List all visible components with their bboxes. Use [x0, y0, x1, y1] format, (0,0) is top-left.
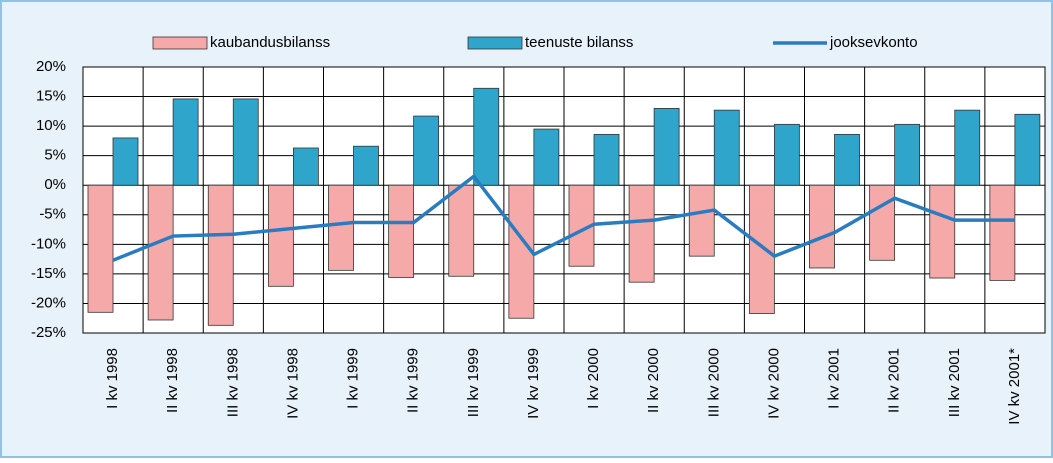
line-series — [112, 173, 1015, 262]
bar — [593, 133, 620, 186]
bar — [87, 184, 114, 313]
x-tick-label: II kv 2001 — [886, 348, 903, 413]
y-tick-label: 0% — [44, 176, 66, 193]
bar — [773, 123, 800, 186]
x-tick-label: I kv 1998 — [104, 348, 121, 409]
x-tick-label: I kv 2001 — [826, 348, 843, 409]
bar — [448, 184, 475, 277]
y-tick-label: -15% — [31, 265, 66, 282]
x-tick-label: I kv 2000 — [585, 348, 602, 409]
legend-label: teenuste bilanss — [525, 34, 633, 51]
bar — [628, 184, 655, 283]
bar — [869, 184, 896, 261]
y-tick-label: -10% — [31, 235, 66, 252]
legend-label: jooksevkonto — [829, 34, 918, 51]
bar — [568, 184, 595, 267]
bar — [328, 184, 354, 271]
x-tick-label: IV kv 2001* — [1006, 348, 1023, 425]
bar — [954, 109, 981, 186]
x-tick-label: IV kv 2000 — [765, 348, 782, 419]
bar — [112, 137, 139, 186]
x-tick-label: II kv 1998 — [164, 348, 181, 413]
legend-swatch — [467, 36, 523, 50]
y-tick-label: 5% — [44, 147, 66, 164]
bar — [353, 145, 379, 186]
legend-label: kaubandusbilanss — [210, 34, 330, 51]
bar — [713, 109, 740, 186]
x-tick-label: III kv 1998 — [224, 348, 241, 417]
y-tick-label: 20% — [36, 58, 66, 75]
x-tick-label: I kv 1999 — [345, 348, 362, 409]
bar — [989, 184, 1016, 281]
bar — [688, 184, 715, 257]
x-tick-label: III kv 1999 — [465, 348, 482, 417]
bar — [147, 184, 174, 321]
bar — [232, 98, 259, 186]
y-tick-label: 15% — [36, 88, 66, 105]
y-tick-label: -20% — [31, 294, 66, 311]
bar — [207, 184, 234, 326]
bar — [267, 184, 294, 287]
bar — [413, 115, 440, 186]
x-tick-label: III kv 2001 — [946, 348, 963, 417]
y-tick-label: -5% — [39, 206, 66, 223]
x-tick-label: IV kv 1998 — [284, 348, 301, 419]
bar — [929, 184, 956, 279]
y-tick-label: -25% — [31, 324, 66, 341]
bar — [894, 123, 921, 186]
legend-swatch — [152, 36, 208, 50]
bar — [292, 147, 319, 186]
bar — [533, 128, 560, 186]
bar — [653, 107, 680, 186]
x-tick-label: II kv 1999 — [405, 348, 422, 413]
bar — [473, 87, 500, 186]
x-tick-label: IV kv 1999 — [525, 348, 542, 419]
bar — [809, 184, 835, 269]
bar — [748, 184, 775, 314]
bar — [834, 133, 860, 186]
bar — [388, 184, 415, 278]
x-tick-label: II kv 2000 — [645, 348, 662, 413]
y-tick-label: 10% — [36, 117, 66, 134]
x-tick-label: III kv 2000 — [705, 348, 722, 417]
bar — [1014, 113, 1041, 186]
bar — [172, 98, 199, 186]
